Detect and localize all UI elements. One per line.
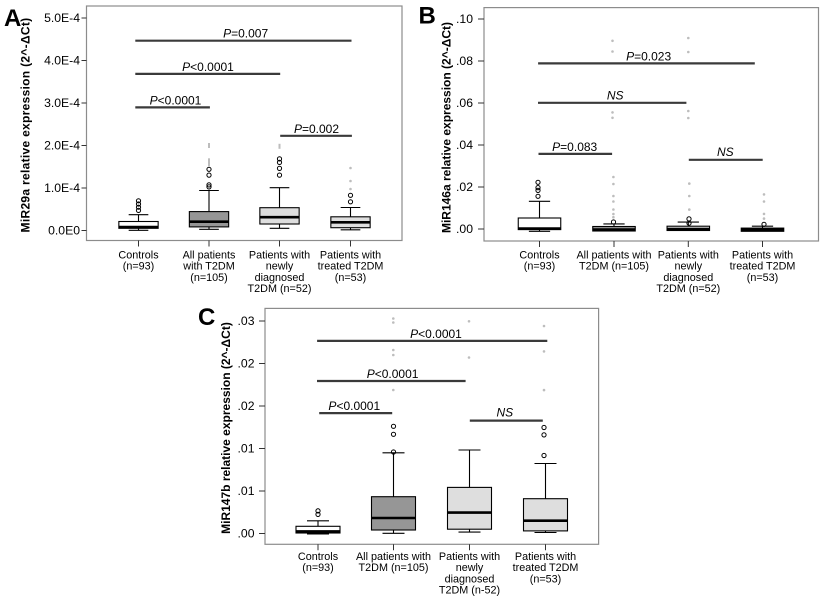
svg-text:.00: .00: [238, 527, 255, 541]
svg-text:.06: .06: [456, 96, 473, 110]
svg-text:(n=53): (n=53): [747, 272, 779, 284]
svg-text:1.0E-4: 1.0E-4: [44, 181, 80, 195]
svg-text:.04: .04: [456, 138, 473, 152]
svg-text:treated T2DM: treated T2DM: [730, 261, 796, 273]
svg-text:5.0E-4: 5.0E-4: [44, 11, 80, 25]
svg-text:(n=93): (n=93): [302, 562, 334, 574]
svg-text:MiR29a relative expression (2^: MiR29a relative expression (2^-ΔCt): [19, 18, 33, 233]
svg-text:.00: .00: [456, 222, 473, 236]
svg-text:.10: .10: [456, 12, 473, 26]
svg-text:T2DM (n=105): T2DM (n=105): [359, 562, 429, 574]
svg-text:2.0E-4: 2.0E-4: [44, 139, 80, 153]
svg-text:T2DM (n-52): T2DM (n-52): [439, 585, 500, 597]
svg-text:(n=53): (n=53): [335, 272, 367, 284]
svg-text:Patients with: Patients with: [515, 551, 576, 563]
svg-text:MiR147b relative expression (2: MiR147b relative expression (2^-ΔCt): [219, 322, 233, 534]
svg-text:(n=105): (n=105): [190, 272, 228, 284]
svg-text:P=0.023: P=0.023: [626, 49, 671, 63]
svg-text:.08: .08: [456, 54, 473, 68]
svg-text:Controls: Controls: [298, 551, 339, 563]
svg-text:NS: NS: [496, 406, 513, 420]
svg-text:P<0.0001: P<0.0001: [182, 60, 234, 74]
svg-text:P=0.083: P=0.083: [552, 140, 597, 154]
svg-text:B: B: [419, 3, 436, 30]
svg-text:NS: NS: [717, 145, 734, 159]
svg-text:0.0E0: 0.0E0: [48, 224, 80, 238]
svg-text:.01: .01: [238, 484, 255, 498]
svg-text:All patients with: All patients with: [576, 250, 651, 262]
svg-text:MiR146a relative expression (2: MiR146a relative expression (2^-ΔCt): [440, 22, 454, 233]
svg-text:3.0E-4: 3.0E-4: [44, 96, 80, 110]
svg-text:diagnosed: diagnosed: [255, 272, 305, 284]
svg-text:.02: .02: [456, 180, 473, 194]
svg-text:P=0.007: P=0.007: [223, 27, 268, 41]
svg-text:treated T2DM: treated T2DM: [318, 261, 384, 273]
svg-text:newly: newly: [456, 562, 484, 574]
svg-text:NS: NS: [607, 88, 624, 102]
svg-text:.02: .02: [238, 357, 255, 371]
svg-text:(n=93): (n=93): [524, 261, 556, 273]
svg-text:.01: .01: [238, 442, 255, 456]
svg-text:treated T2DM: treated T2DM: [513, 562, 579, 574]
svg-text:(n=93): (n=93): [123, 261, 155, 273]
svg-text:A: A: [4, 5, 21, 32]
svg-text:Patients with: Patients with: [249, 250, 310, 262]
svg-text:.02: .02: [238, 399, 255, 413]
svg-text:Patients with: Patients with: [732, 250, 793, 262]
svg-text:diagnosed: diagnosed: [445, 573, 495, 585]
svg-text:P<0.0001: P<0.0001: [410, 327, 462, 341]
svg-text:Patients with: Patients with: [658, 250, 719, 262]
svg-text:T2DM (n=105): T2DM (n=105): [579, 261, 649, 273]
svg-text:T2DM (n=52): T2DM (n=52): [656, 283, 720, 295]
svg-text:P=0.002: P=0.002: [294, 122, 339, 136]
svg-text:P<0.0001: P<0.0001: [150, 93, 202, 107]
svg-text:Patients with: Patients with: [439, 551, 500, 563]
svg-text:P<0.0001: P<0.0001: [328, 399, 380, 413]
svg-text:T2DM (n=52): T2DM (n=52): [248, 283, 312, 295]
svg-text:Controls: Controls: [118, 250, 159, 262]
svg-text:Controls: Controls: [519, 250, 560, 262]
svg-text:P<0.0001: P<0.0001: [367, 367, 419, 381]
svg-text:.03: .03: [238, 314, 255, 328]
svg-text:All patients with: All patients with: [356, 551, 431, 563]
svg-text:newly: newly: [674, 261, 702, 273]
svg-text:Patients with: Patients with: [320, 250, 381, 262]
svg-text:(n=53): (n=53): [530, 573, 562, 585]
svg-text:All patients: All patients: [183, 250, 236, 262]
svg-text:with T2DM: with T2DM: [182, 261, 234, 273]
svg-text:newly: newly: [266, 261, 294, 273]
svg-text:diagnosed: diagnosed: [663, 272, 713, 284]
svg-text:C: C: [198, 304, 215, 331]
svg-text:4.0E-4: 4.0E-4: [44, 54, 80, 68]
